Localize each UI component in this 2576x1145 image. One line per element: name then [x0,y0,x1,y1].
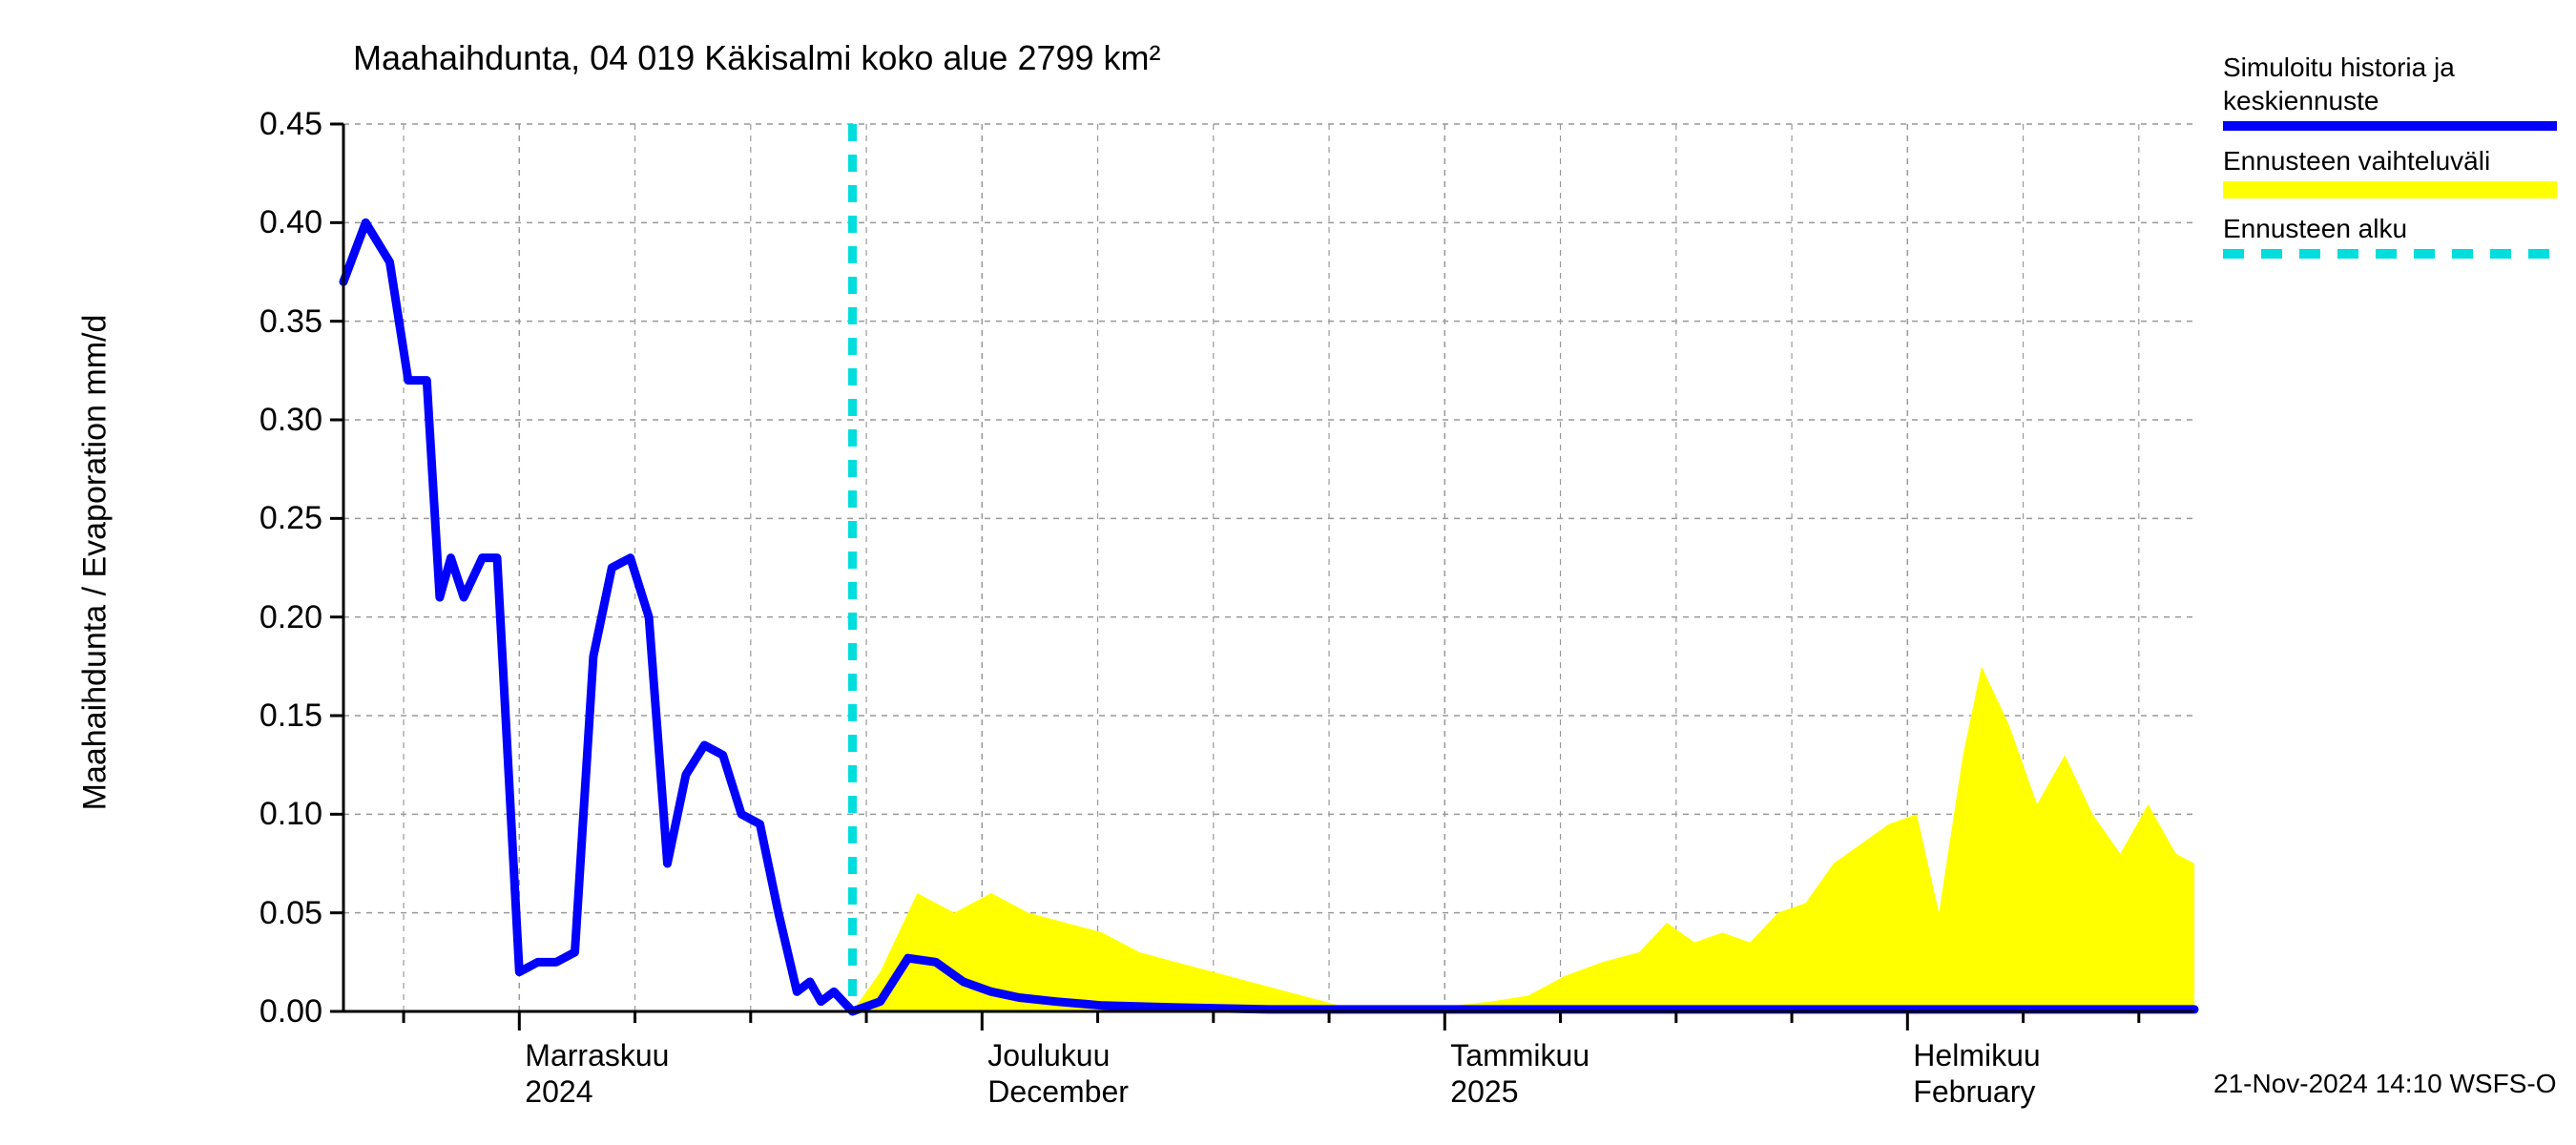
x-tick-label-top: Tammikuu [1450,1038,1589,1073]
legend-label: Ennusteen alku [2223,214,2407,244]
legend-label: Simuloitu historia ja [2223,52,2455,83]
y-tick-label: 0.10 [260,796,322,833]
x-tick-label-bottom: 2024 [525,1074,592,1110]
y-tick-label: 0.20 [260,599,322,636]
x-tick-label-bottom: February [1913,1074,2035,1110]
y-tick-label: 0.40 [260,204,322,241]
y-tick-label: 0.35 [260,303,322,341]
y-tick-label: 0.45 [260,106,322,143]
legend-label: Ennusteen vaihteluväli [2223,146,2490,177]
legend-line-sample [2223,181,2557,198]
y-tick-label: 0.30 [260,402,322,439]
x-tick-label-top: Marraskuu [525,1038,669,1073]
y-tick-label: 0.15 [260,697,322,735]
legend-label: keskiennuste [2223,86,2379,116]
footer-timestamp: 21-Nov-2024 14:10 WSFS-O [2213,1069,2557,1099]
legend-line-sample [2223,249,2557,259]
legend-line-sample [2223,121,2557,131]
x-tick-label-top: Helmikuu [1913,1038,2040,1073]
chart-container: Maahaihdunta, 04 019 Käkisalmi koko alue… [0,0,2576,1145]
x-tick-label-top: Joulukuu [987,1038,1110,1073]
x-tick-label-bottom: 2025 [1450,1074,1518,1110]
y-tick-label: 0.00 [260,993,322,1030]
x-tick-label-bottom: December [987,1074,1129,1110]
y-tick-label: 0.05 [260,895,322,932]
plot-area [0,0,2576,1145]
y-tick-label: 0.25 [260,500,322,537]
